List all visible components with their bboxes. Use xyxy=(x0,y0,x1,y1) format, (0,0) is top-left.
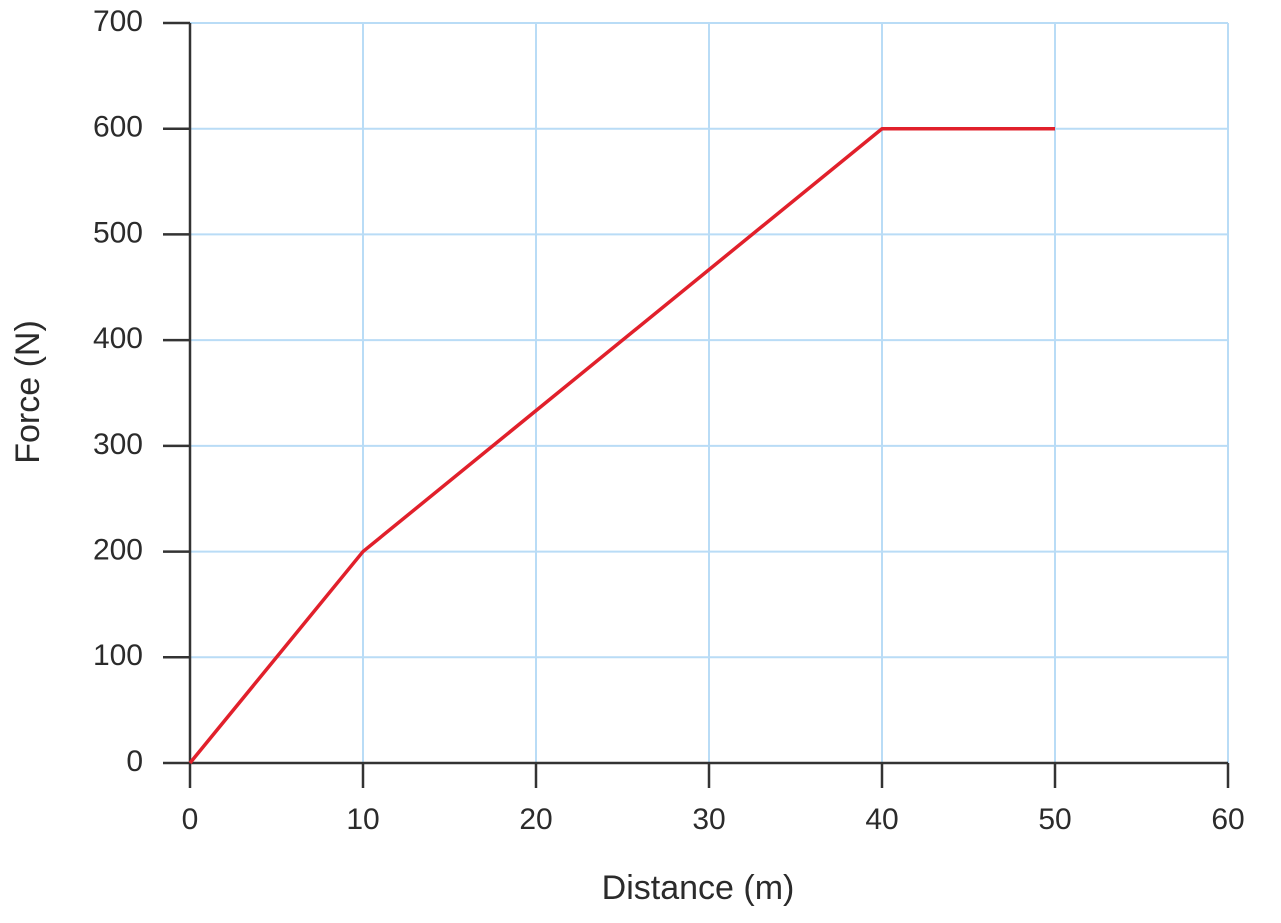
y-tick-label: 200 xyxy=(93,533,143,566)
x-tick-label: 0 xyxy=(182,803,199,836)
y-tick-label: 0 xyxy=(126,745,143,778)
x-tick-label: 50 xyxy=(1038,803,1071,836)
y-tick-label: 500 xyxy=(93,216,143,249)
x-tick-label: 30 xyxy=(692,803,725,836)
x-axis-title: Distance (m) xyxy=(602,869,795,907)
x-tick-label: 20 xyxy=(519,803,552,836)
y-tick-label: 300 xyxy=(93,428,143,461)
data-line xyxy=(188,126,1055,765)
y-tick-label: 600 xyxy=(93,111,143,144)
y-tick-label: 700 xyxy=(93,5,143,38)
x-tick-label: 60 xyxy=(1211,803,1244,836)
x-tick-label: 10 xyxy=(346,803,379,836)
x-tick-label: 40 xyxy=(865,803,898,836)
y-tick-label: 400 xyxy=(93,322,143,355)
y-axis-title: Force (N) xyxy=(9,320,47,464)
y-tick-label: 100 xyxy=(93,639,143,672)
